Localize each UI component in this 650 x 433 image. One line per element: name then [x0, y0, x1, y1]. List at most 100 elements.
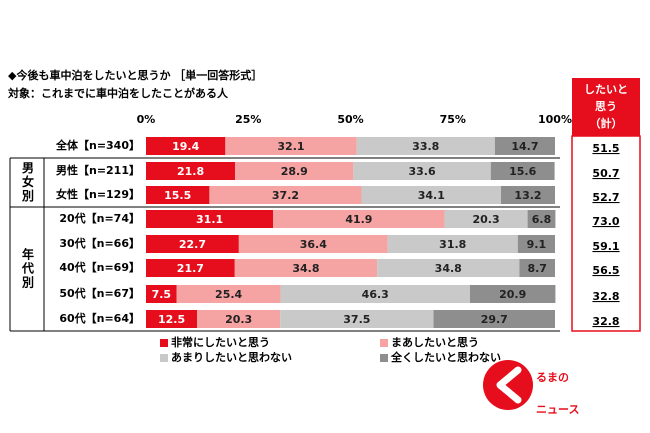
value-label: 20.3 — [473, 213, 500, 226]
value-label: 31.8 — [439, 238, 466, 251]
bar-segment — [146, 137, 226, 155]
logo-mark — [483, 360, 533, 410]
value-label: 34.8 — [435, 262, 462, 275]
value-label: 9.1 — [527, 238, 547, 251]
total-value: 50.7 — [592, 167, 619, 180]
y-tick-label: 30代【n=66】 — [59, 236, 140, 250]
legend-swatch — [160, 354, 168, 362]
value-label: 29.7 — [481, 313, 508, 326]
bar-segment — [280, 285, 470, 303]
group-label: 年代別 — [21, 247, 35, 290]
total-header: したいと — [584, 83, 628, 96]
y-tick-label: 女性【n=129】 — [56, 187, 140, 201]
total-box — [571, 135, 641, 332]
bar-segment — [176, 285, 281, 303]
bar-segment — [377, 259, 520, 277]
bar-segment — [356, 137, 495, 155]
total-value: 32.8 — [592, 315, 619, 328]
value-label: 37.2 — [272, 189, 299, 202]
bar-segment — [234, 259, 378, 277]
total-value: 73.0 — [592, 215, 619, 228]
group-label: 男女別 — [21, 161, 35, 203]
bar-segment — [146, 285, 177, 303]
bar-segment — [225, 137, 357, 155]
logo-text: るまの — [536, 371, 569, 384]
logo-chevron — [496, 366, 522, 404]
bar-segment — [146, 162, 236, 180]
chart-title: ◆今後も車中泊をしたいと思うか ［単一回答形式］ — [8, 68, 262, 82]
total-header: 思う — [595, 100, 617, 113]
value-label: 41.9 — [345, 213, 372, 226]
value-label: 20.3 — [225, 313, 252, 326]
legend-swatch — [380, 354, 388, 362]
bar-segment — [501, 186, 555, 204]
value-label: 28.9 — [281, 165, 308, 178]
total-value: 56.5 — [592, 264, 619, 277]
value-label: 7.5 — [152, 288, 172, 301]
bar-segment — [469, 285, 556, 303]
bar-segment — [273, 210, 445, 228]
legend-label: 全くしたいと思わない — [390, 350, 501, 364]
value-label: 32.1 — [277, 140, 304, 153]
value-label: 19.4 — [172, 140, 199, 153]
bar-segment — [490, 162, 555, 180]
bar-segment — [235, 162, 354, 180]
y-tick-label: 50代【n=67】 — [59, 286, 140, 300]
legend-swatch — [380, 339, 388, 347]
legend-label: 非常にしたいと思う — [171, 335, 270, 349]
bar-segment — [361, 186, 502, 204]
bar-segment — [146, 310, 198, 328]
y-tick-label: 40代【n=69】 — [59, 260, 140, 274]
bar-segment — [494, 137, 555, 155]
bar-segment — [527, 210, 556, 228]
bar-segment — [209, 186, 362, 204]
bar-segment — [519, 259, 555, 277]
bar-segment — [387, 235, 518, 253]
x-tick-label: 75% — [440, 113, 466, 126]
value-label: 13.2 — [514, 189, 541, 202]
total-header-box — [572, 78, 640, 136]
value-label: 21.8 — [177, 165, 204, 178]
logo-text: ニュース — [536, 403, 579, 416]
total-header: （計） — [590, 116, 623, 130]
x-tick-label: 100% — [538, 113, 572, 126]
bar-segment — [146, 235, 239, 253]
value-label: 20.9 — [499, 288, 526, 301]
x-tick-label: 0% — [137, 113, 156, 126]
bar-segment — [146, 259, 235, 277]
bar-segment — [280, 310, 434, 328]
bar-segment — [433, 310, 555, 328]
bar-segment — [238, 235, 388, 253]
y-tick-label: 60代【n=64】 — [59, 311, 140, 325]
total-value: 51.5 — [592, 142, 619, 155]
value-label: 31.1 — [196, 213, 223, 226]
value-label: 37.5 — [343, 313, 370, 326]
bar-segment — [146, 186, 210, 204]
value-label: 46.3 — [362, 288, 389, 301]
chart-subtitle: 対象：これまでに車中泊をしたことがある人 — [7, 86, 229, 100]
value-label: 6.8 — [532, 213, 552, 226]
value-label: 12.5 — [158, 313, 185, 326]
legend-label: あまりしたいと思わない — [171, 351, 292, 364]
legend-label: まあしたいと思う — [391, 336, 479, 349]
y-tick-label: 男性【n=211】 — [56, 163, 140, 177]
legend-swatch — [160, 339, 168, 347]
value-label: 21.7 — [177, 262, 204, 275]
value-label: 34.8 — [292, 262, 319, 275]
x-tick-label: 25% — [235, 113, 261, 126]
value-label: 15.6 — [509, 165, 536, 178]
x-tick-label: 50% — [337, 113, 363, 126]
total-value: 52.7 — [592, 191, 619, 204]
value-label: 34.1 — [418, 189, 445, 202]
total-value: 59.1 — [592, 240, 619, 253]
bar-segment — [197, 310, 281, 328]
value-label: 14.7 — [511, 140, 538, 153]
y-tick-label: 全体【n=340】 — [55, 138, 140, 152]
value-label: 36.4 — [300, 238, 327, 251]
bar-segment — [517, 235, 555, 253]
value-label: 8.7 — [527, 262, 547, 275]
bar-segment — [146, 210, 274, 228]
bar-segment — [353, 162, 491, 180]
value-label: 33.8 — [412, 140, 439, 153]
